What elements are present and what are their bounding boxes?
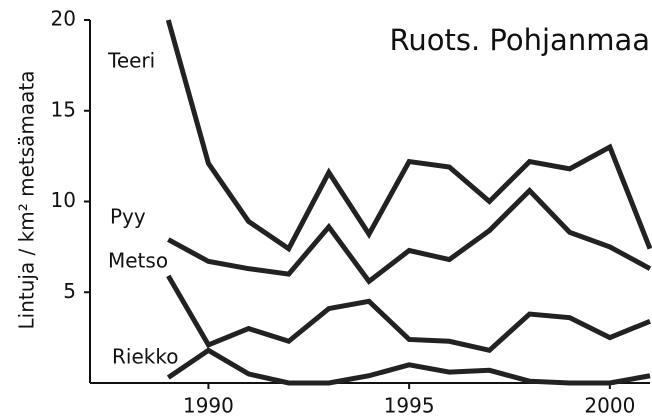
- chart-title: Ruots. Pohjanmaa: [390, 23, 650, 57]
- x-tick-label: 2000: [584, 394, 635, 418]
- series-label: Pyy: [110, 205, 146, 229]
- series-label: Riekko: [112, 345, 178, 369]
- y-tick-label: 20: [51, 7, 76, 31]
- y-axis-label: Lintuja / km² metsämaata: [15, 71, 39, 330]
- series-label: Metso: [108, 249, 168, 273]
- y-tick-label: 15: [51, 97, 76, 121]
- series-label: Teeri: [107, 49, 155, 73]
- series-line: [167, 187, 652, 285]
- series-line: [165, 19, 652, 253]
- series-line: [166, 274, 651, 354]
- x-tick-label: 1990: [183, 394, 234, 418]
- x-tick-label: 1995: [384, 394, 435, 418]
- y-tick-label: 5: [63, 279, 76, 303]
- series-line: [166, 347, 651, 386]
- y-tick-label: 10: [51, 188, 76, 212]
